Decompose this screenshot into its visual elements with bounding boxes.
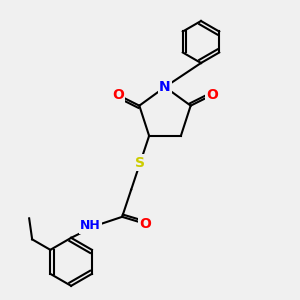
Text: O: O <box>206 88 218 102</box>
Text: O: O <box>112 88 124 102</box>
Text: O: O <box>139 217 151 231</box>
Text: NH: NH <box>80 219 101 232</box>
Text: N: N <box>159 80 171 94</box>
Text: S: S <box>135 156 145 170</box>
